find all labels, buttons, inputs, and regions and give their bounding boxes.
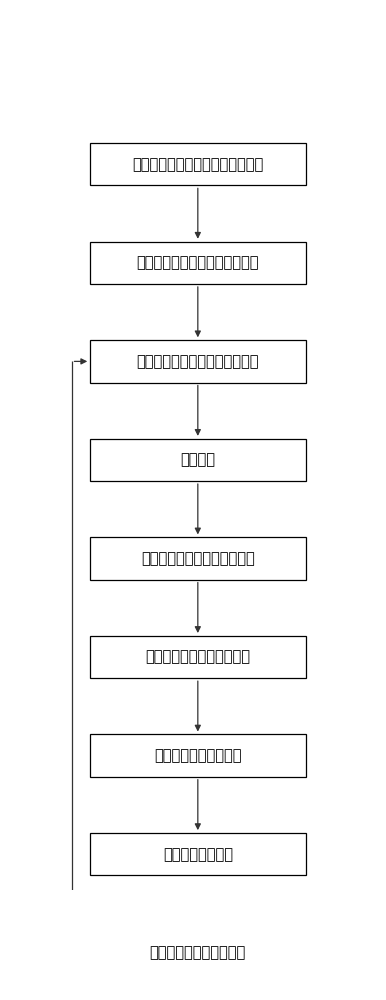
FancyBboxPatch shape (90, 636, 306, 678)
FancyBboxPatch shape (90, 242, 306, 284)
Text: 对剥离伪码的中频信号进行解调: 对剥离伪码的中频信号进行解调 (137, 354, 259, 369)
Text: 接收剥离伪码的卫星导航中频信号: 接收剥离伪码的卫星导航中频信号 (132, 157, 264, 172)
Text: 积分清洗: 积分清洗 (180, 452, 215, 467)
FancyBboxPatch shape (90, 932, 306, 974)
Text: 对鉴相差信号进行小波降噪: 对鉴相差信号进行小波降噪 (145, 650, 251, 665)
FancyBboxPatch shape (90, 537, 306, 580)
FancyBboxPatch shape (90, 340, 306, 383)
FancyBboxPatch shape (90, 734, 306, 777)
Text: 获取初始化的本地载波复制信号: 获取初始化的本地载波复制信号 (137, 255, 259, 270)
Text: 对积分清洗后的信号进行鉴相: 对积分清洗后的信号进行鉴相 (141, 551, 255, 566)
Text: 更新载波环路的噪声带宽: 更新载波环路的噪声带宽 (150, 945, 246, 960)
FancyBboxPatch shape (90, 439, 306, 481)
FancyBboxPatch shape (90, 143, 306, 185)
FancyBboxPatch shape (90, 833, 306, 875)
Text: 进行信号动态特性估计: 进行信号动态特性估计 (154, 748, 242, 763)
Text: 计算最佳噪声带宽: 计算最佳噪声带宽 (163, 847, 233, 862)
